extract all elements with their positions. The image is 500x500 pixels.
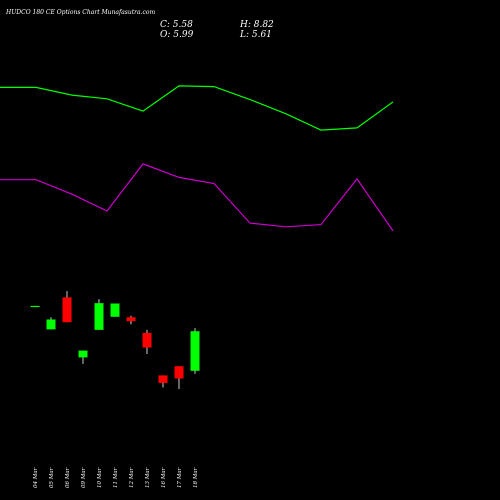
x-tick-label: 12 Mar — [129, 467, 135, 488]
open-label: O: 5.99 — [160, 30, 194, 40]
x-tick-label: 06 Mar — [65, 467, 71, 488]
candle-body — [78, 350, 88, 358]
close-label: C: 5.58 — [160, 20, 193, 30]
band-lines — [0, 85, 394, 232]
x-tick-label: 18 Mar — [193, 467, 199, 488]
candle — [190, 328, 200, 374]
x-tick-label: 05 Mar — [49, 467, 55, 488]
x-tick-label: 11 Mar — [113, 467, 119, 488]
candle-body — [174, 366, 184, 379]
x-axis-ticks: 04 Mar 05 Mar 06 Mar 09 Mar 10 Mar 11 Mar 12 M… — [33, 467, 199, 488]
candle — [126, 315, 136, 325]
candle-body — [46, 319, 56, 330]
candle — [94, 299, 104, 330]
candle-body — [158, 375, 168, 383]
candle-body — [142, 332, 152, 348]
candle-body — [190, 331, 200, 371]
candle — [158, 375, 168, 388]
x-tick-label: 16 Mar — [161, 467, 167, 488]
candles — [30, 291, 200, 390]
x-tick-label: 04 Mar — [33, 467, 39, 488]
candle — [62, 291, 72, 323]
candle — [110, 303, 120, 317]
x-tick-label: 10 Mar — [97, 467, 103, 488]
candle — [46, 317, 56, 330]
high-label: H: 8.82 — [239, 20, 274, 30]
candle — [78, 350, 88, 364]
candle-body — [62, 297, 72, 323]
upper-band-line — [0, 85, 394, 131]
candle — [174, 366, 184, 390]
lower-band-line — [0, 163, 394, 232]
candle-body — [94, 303, 104, 330]
candle-body — [30, 305, 40, 308]
chart-title: HUDCO 180 CE Options Chart Munafasutra.c… — [5, 9, 155, 16]
x-tick-label: 17 Mar — [177, 467, 183, 488]
candle — [142, 329, 152, 354]
x-tick-label: 09 Mar — [81, 467, 87, 488]
candle-body — [110, 303, 120, 317]
candle-body — [126, 317, 136, 322]
candle — [30, 305, 40, 308]
x-tick-label: 13 Mar — [145, 467, 151, 488]
low-label: L: 5.61 — [239, 30, 272, 40]
